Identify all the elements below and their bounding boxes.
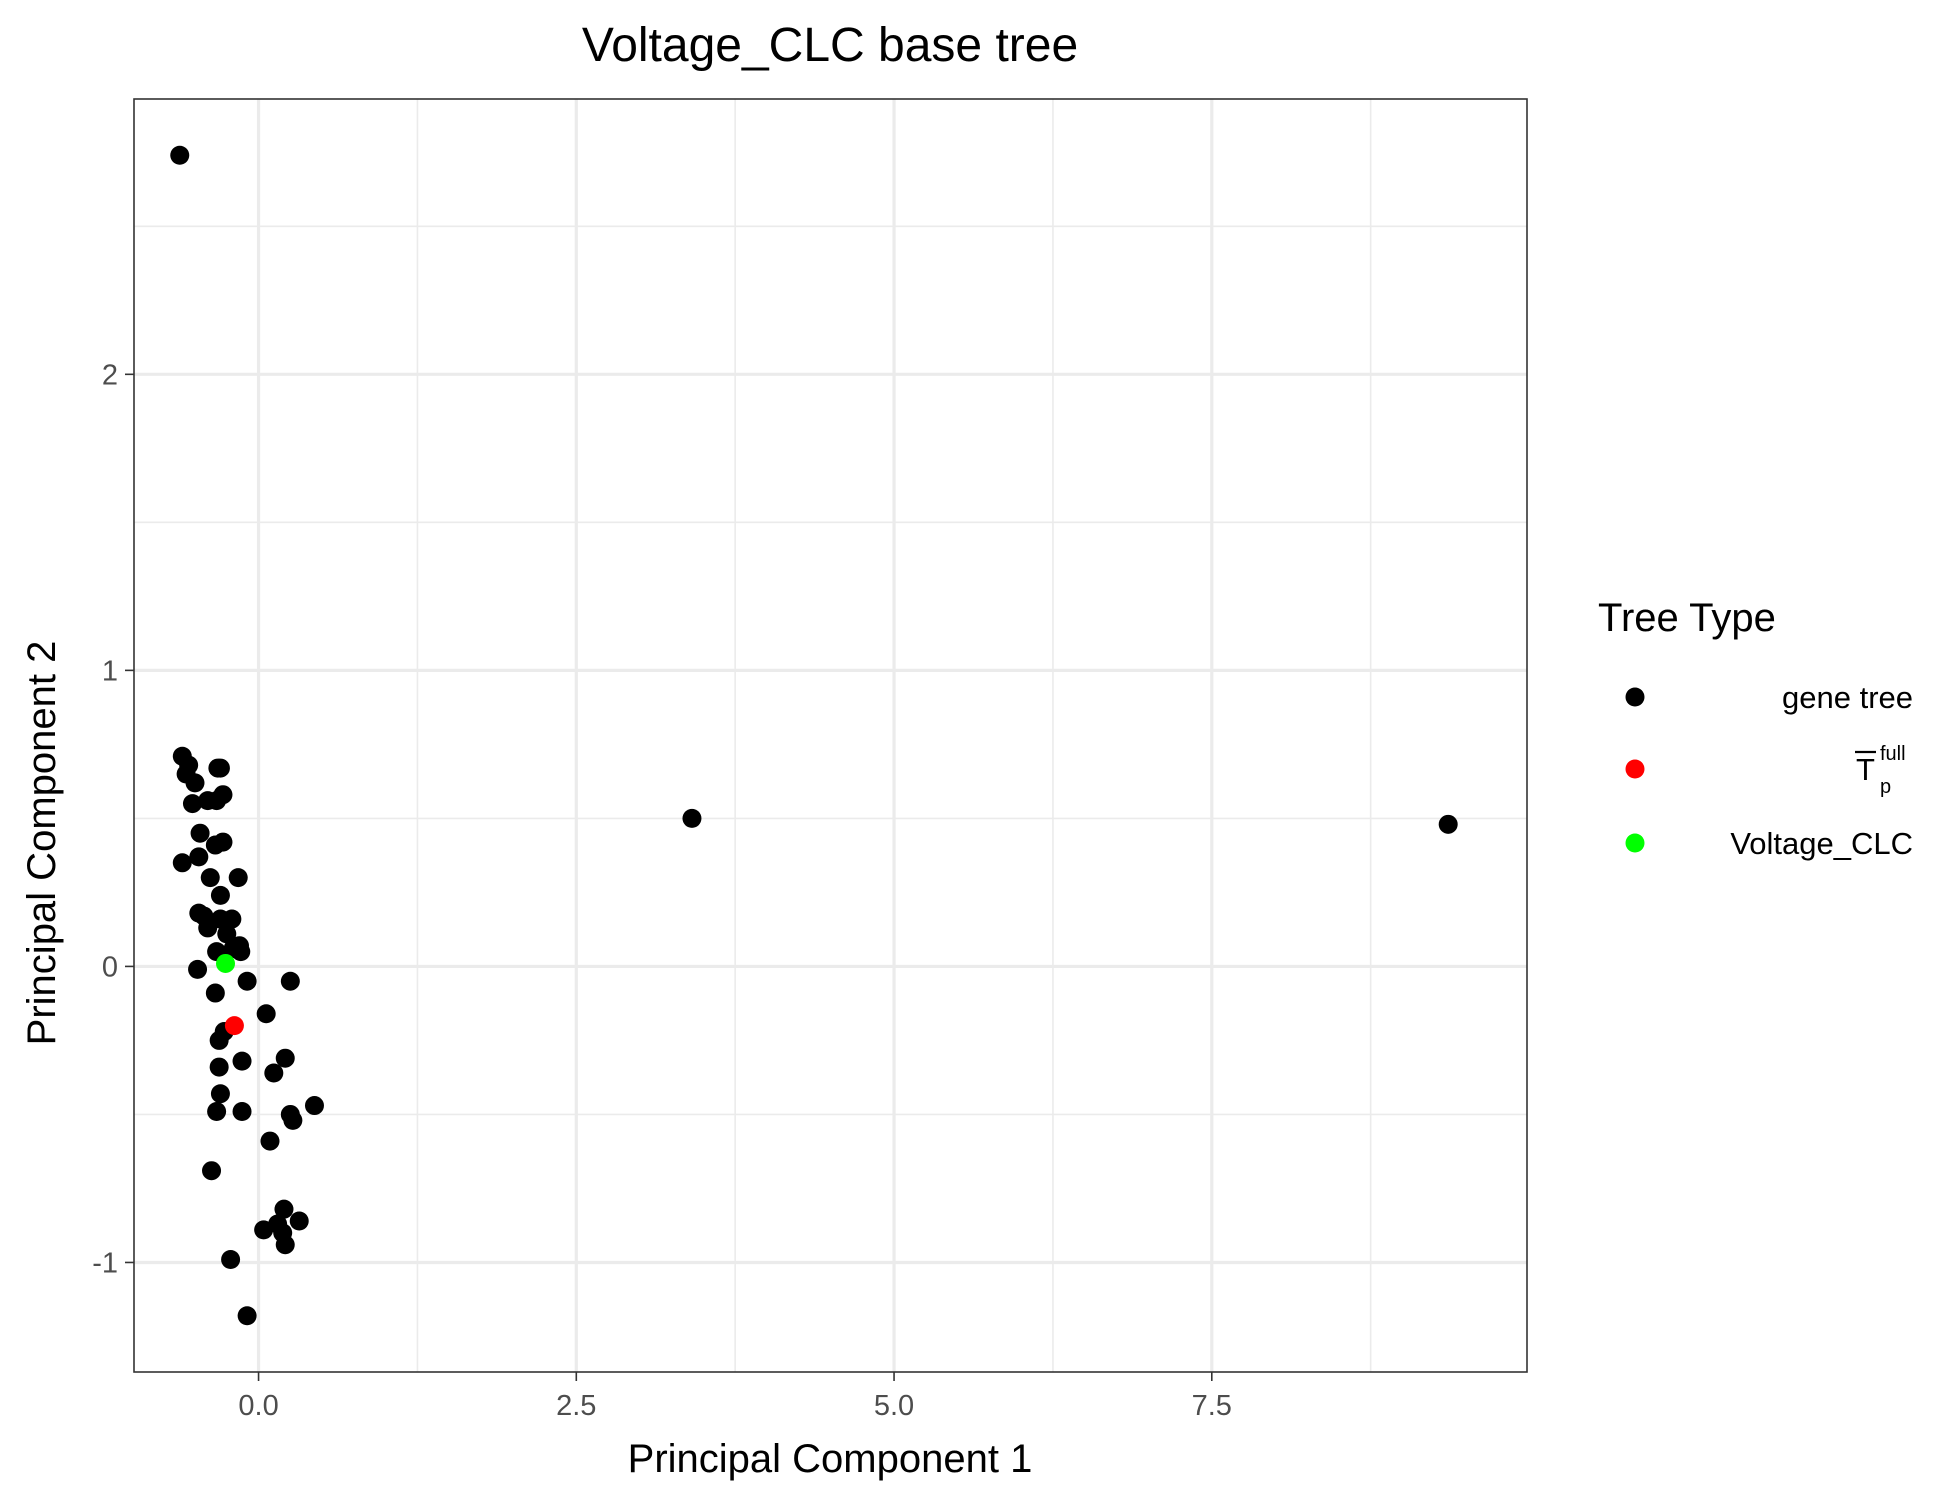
y-tick-label: 0 — [102, 951, 118, 983]
point-series-0 — [209, 1057, 229, 1077]
point-series-0 — [210, 885, 230, 905]
legend-label-t-p-full: T — [1856, 752, 1875, 787]
point-series-0 — [232, 1101, 252, 1121]
data-points — [170, 145, 1458, 1326]
point-series-0 — [237, 971, 257, 991]
point-series-0 — [274, 1199, 294, 1219]
point-series-0 — [289, 1211, 309, 1231]
point-series-0 — [200, 868, 220, 888]
point-series-0 — [1438, 814, 1458, 834]
legend-label-voltage-clc: Voltage_CLC — [1730, 826, 1913, 861]
y-tick-label: 1 — [102, 655, 118, 687]
chart-title: Voltage_CLC base tree — [582, 19, 1078, 72]
point-series-2 — [216, 953, 236, 973]
point-series-0 — [210, 1084, 230, 1104]
point-series-0 — [188, 959, 208, 979]
point-series-0 — [264, 1063, 284, 1083]
legend-item-t-p-full: T full p — [1625, 743, 1906, 798]
point-series-0 — [202, 1161, 222, 1181]
point-series-0 — [207, 791, 227, 811]
point-series-0 — [189, 847, 209, 867]
plot-panel-border — [133, 98, 1528, 1373]
point-series-0 — [190, 823, 210, 843]
legend-key-gene-tree — [1625, 687, 1645, 707]
legend-key-t-p-full — [1625, 759, 1645, 779]
point-series-0 — [182, 794, 202, 814]
x-tick-label: 0.0 — [238, 1390, 278, 1422]
legend-label-sup: full — [1880, 743, 1906, 765]
point-series-1 — [224, 1016, 244, 1036]
point-series-0 — [231, 942, 251, 962]
y-axis-ticks: -1 0 1 2 — [92, 359, 134, 1279]
legend: Tree Type gene tree T full p Voltage_CLC — [1598, 596, 1913, 861]
legend-key-voltage-clc — [1625, 833, 1645, 853]
point-series-0 — [232, 1051, 252, 1071]
point-series-0 — [260, 1131, 280, 1151]
point-series-0 — [304, 1096, 324, 1116]
y-tick-label: -1 — [92, 1247, 118, 1279]
y-tick-label: 2 — [102, 359, 118, 391]
point-series-0 — [198, 918, 218, 938]
point-series-0 — [283, 1110, 303, 1130]
point-series-0 — [170, 145, 190, 165]
point-series-0 — [217, 924, 237, 944]
x-tick-label: 7.5 — [1192, 1390, 1232, 1422]
point-series-0 — [205, 983, 225, 1003]
point-series-0 — [221, 1250, 241, 1270]
x-tick-label: 2.5 — [556, 1390, 596, 1422]
x-axis-title: Principal Component 1 — [628, 1437, 1033, 1481]
x-tick-label: 5.0 — [874, 1390, 914, 1422]
legend-label-gene-tree: gene tree — [1782, 680, 1913, 715]
point-series-0 — [682, 808, 702, 828]
legend-item-voltage-clc: Voltage_CLC — [1625, 826, 1913, 861]
point-series-0 — [185, 773, 205, 793]
point-series-0 — [280, 971, 300, 991]
point-series-0 — [275, 1048, 295, 1068]
point-series-0 — [254, 1220, 274, 1240]
point-series-0 — [172, 853, 192, 873]
point-series-0 — [210, 758, 230, 778]
major-gridlines — [134, 99, 1527, 1372]
point-series-0 — [228, 868, 248, 888]
point-series-0 — [256, 1004, 276, 1024]
point-series-0 — [275, 1235, 295, 1255]
legend-label-sub: p — [1880, 776, 1891, 798]
y-axis-title: Principal Component 2 — [20, 641, 64, 1046]
legend-item-gene-tree: gene tree — [1625, 680, 1913, 715]
point-series-0 — [213, 832, 233, 852]
minor-gridlines — [134, 99, 1527, 1372]
x-axis-ticks: 0.0 2.5 5.0 7.5 — [238, 1372, 1232, 1422]
point-series-0 — [222, 909, 242, 929]
legend-title: Tree Type — [1598, 596, 1776, 640]
point-series-0 — [207, 1101, 227, 1121]
point-series-0 — [237, 1306, 257, 1326]
